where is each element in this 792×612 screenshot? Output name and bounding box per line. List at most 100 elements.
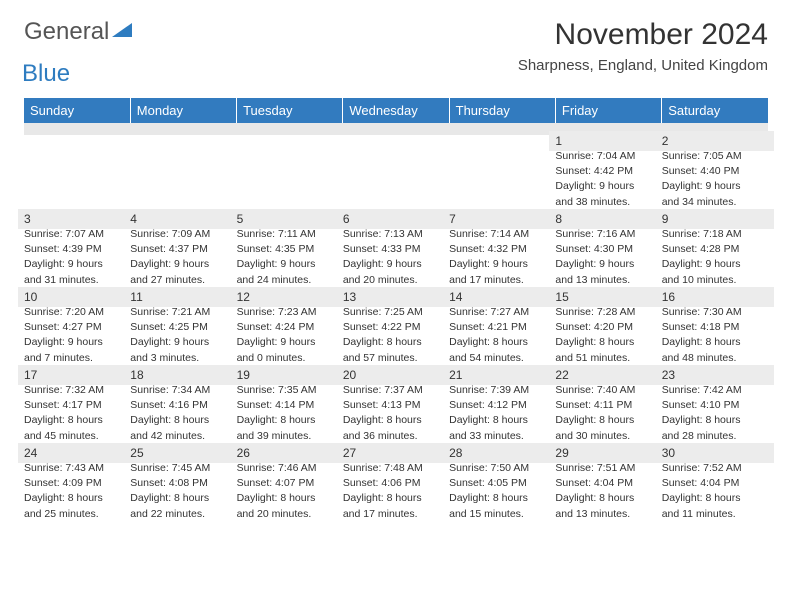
- sunset-text: Sunset: 4:12 PM: [449, 398, 555, 412]
- day-number-row: 24252627282930: [24, 447, 768, 461]
- sunrise-text: Sunrise: 7:04 AM: [555, 149, 661, 163]
- sunset-text: Sunset: 4:33 PM: [343, 242, 449, 256]
- day-number: 12: [231, 287, 349, 307]
- sunrise-text: Sunrise: 7:43 AM: [24, 461, 130, 475]
- day1-text: Daylight: 9 hours: [237, 335, 343, 349]
- day-number-cell: 22: [555, 369, 661, 383]
- day-number-cell: 14: [449, 291, 555, 305]
- day2-text: and 38 minutes.: [555, 195, 661, 209]
- sunrise-text: Sunrise: 7:18 AM: [662, 227, 768, 241]
- sunset-text: Sunset: 4:07 PM: [237, 476, 343, 490]
- day-number-cell: [343, 135, 449, 149]
- day-info-cell: Sunrise: 7:37 AMSunset: 4:13 PMDaylight:…: [343, 383, 449, 447]
- day2-text: and 51 minutes.: [555, 351, 661, 365]
- day-number-row: 3456789: [24, 213, 768, 227]
- day-info-cell: Sunrise: 7:52 AMSunset: 4:04 PMDaylight:…: [662, 461, 768, 525]
- weekday-header: Friday: [555, 98, 661, 123]
- day-number: 16: [656, 287, 774, 307]
- sunrise-text: Sunrise: 7:42 AM: [662, 383, 768, 397]
- day-info-cell: Sunrise: 7:20 AMSunset: 4:27 PMDaylight:…: [24, 305, 130, 369]
- day1-text: Daylight: 8 hours: [449, 335, 555, 349]
- sunrise-text: Sunrise: 7:27 AM: [449, 305, 555, 319]
- day-info-cell: Sunrise: 7:18 AMSunset: 4:28 PMDaylight:…: [662, 227, 768, 291]
- day-number: 1: [549, 131, 667, 151]
- sunset-text: Sunset: 4:39 PM: [24, 242, 130, 256]
- logo: General: [24, 18, 135, 46]
- day2-text: and 48 minutes.: [662, 351, 768, 365]
- day1-text: Daylight: 9 hours: [237, 257, 343, 271]
- day-info-cell: Sunrise: 7:46 AMSunset: 4:07 PMDaylight:…: [237, 461, 343, 525]
- day2-text: and 20 minutes.: [343, 273, 449, 287]
- day1-text: Daylight: 8 hours: [343, 413, 449, 427]
- day-number: 14: [443, 287, 561, 307]
- day-info-cell: Sunrise: 7:51 AMSunset: 4:04 PMDaylight:…: [555, 461, 661, 525]
- day-number: 25: [124, 443, 242, 463]
- day-number-cell: 7: [449, 213, 555, 227]
- day2-text: and 13 minutes.: [555, 507, 661, 521]
- day-number-cell: 4: [130, 213, 236, 227]
- day2-text: and 11 minutes.: [662, 507, 768, 521]
- day-info-cell: Sunrise: 7:30 AMSunset: 4:18 PMDaylight:…: [662, 305, 768, 369]
- day2-text: and 39 minutes.: [237, 429, 343, 443]
- location-label: Sharpness, England, United Kingdom: [518, 57, 768, 74]
- day-number-cell: 28: [449, 447, 555, 461]
- sunset-text: Sunset: 4:14 PM: [237, 398, 343, 412]
- sunset-text: Sunset: 4:20 PM: [555, 320, 661, 334]
- day-number-cell: 5: [237, 213, 343, 227]
- day-number-row: 10111213141516: [24, 291, 768, 305]
- sunset-text: Sunset: 4:25 PM: [130, 320, 236, 334]
- weekday-header: Sunday: [24, 98, 130, 123]
- day-info-cell: Sunrise: 7:05 AMSunset: 4:40 PMDaylight:…: [662, 149, 768, 213]
- day-number-cell: 15: [555, 291, 661, 305]
- day-number-row: 17181920212223: [24, 369, 768, 383]
- header-right: November 2024 Sharpness, England, United…: [518, 18, 768, 74]
- day1-text: Daylight: 8 hours: [24, 491, 130, 505]
- sunrise-text: Sunrise: 7:09 AM: [130, 227, 236, 241]
- logo-text-general: General: [24, 18, 109, 46]
- day-info-row: Sunrise: 7:04 AMSunset: 4:42 PMDaylight:…: [24, 149, 768, 213]
- sunrise-text: Sunrise: 7:07 AM: [24, 227, 130, 241]
- day1-text: Daylight: 8 hours: [662, 335, 768, 349]
- day1-text: Daylight: 8 hours: [237, 491, 343, 505]
- day-info-cell: Sunrise: 7:07 AMSunset: 4:39 PMDaylight:…: [24, 227, 130, 291]
- sunset-text: Sunset: 4:22 PM: [343, 320, 449, 334]
- day-number: 11: [124, 287, 242, 307]
- day1-text: Daylight: 8 hours: [130, 491, 236, 505]
- day2-text: and 28 minutes.: [662, 429, 768, 443]
- day-number-cell: 30: [662, 447, 768, 461]
- sunrise-text: Sunrise: 7:45 AM: [130, 461, 236, 475]
- day2-text: and 31 minutes.: [24, 273, 130, 287]
- day1-text: Daylight: 8 hours: [343, 491, 449, 505]
- day1-text: Daylight: 9 hours: [343, 257, 449, 271]
- day-number: 6: [337, 209, 455, 229]
- day-info-cell: Sunrise: 7:39 AMSunset: 4:12 PMDaylight:…: [449, 383, 555, 447]
- sunrise-text: Sunrise: 7:11 AM: [237, 227, 343, 241]
- day-info-cell: Sunrise: 7:27 AMSunset: 4:21 PMDaylight:…: [449, 305, 555, 369]
- day1-text: Daylight: 9 hours: [130, 257, 236, 271]
- day-number-cell: 3: [24, 213, 130, 227]
- day2-text: and 3 minutes.: [130, 351, 236, 365]
- sunset-text: Sunset: 4:05 PM: [449, 476, 555, 490]
- calendar-page: General November 2024 Sharpness, England…: [0, 0, 792, 537]
- sunset-text: Sunset: 4:37 PM: [130, 242, 236, 256]
- sunrise-text: Sunrise: 7:39 AM: [449, 383, 555, 397]
- sunset-text: Sunset: 4:42 PM: [555, 164, 661, 178]
- day-number: 10: [18, 287, 136, 307]
- sunset-text: Sunset: 4:21 PM: [449, 320, 555, 334]
- sunrise-text: Sunrise: 7:05 AM: [662, 149, 768, 163]
- sunset-text: Sunset: 4:08 PM: [130, 476, 236, 490]
- day-info-cell: [343, 149, 449, 213]
- day-number: 7: [443, 209, 561, 229]
- day-number-cell: 20: [343, 369, 449, 383]
- sunrise-text: Sunrise: 7:52 AM: [662, 461, 768, 475]
- sunset-text: Sunset: 4:09 PM: [24, 476, 130, 490]
- sunset-text: Sunset: 4:35 PM: [237, 242, 343, 256]
- day-number-cell: [449, 135, 555, 149]
- day-number-cell: 18: [130, 369, 236, 383]
- calendar-body: 12Sunrise: 7:04 AMSunset: 4:42 PMDayligh…: [24, 123, 768, 525]
- day-number: 15: [549, 287, 667, 307]
- day-info-cell: Sunrise: 7:28 AMSunset: 4:20 PMDaylight:…: [555, 305, 661, 369]
- day-info-cell: Sunrise: 7:09 AMSunset: 4:37 PMDaylight:…: [130, 227, 236, 291]
- sunset-text: Sunset: 4:04 PM: [662, 476, 768, 490]
- day-number-cell: 11: [130, 291, 236, 305]
